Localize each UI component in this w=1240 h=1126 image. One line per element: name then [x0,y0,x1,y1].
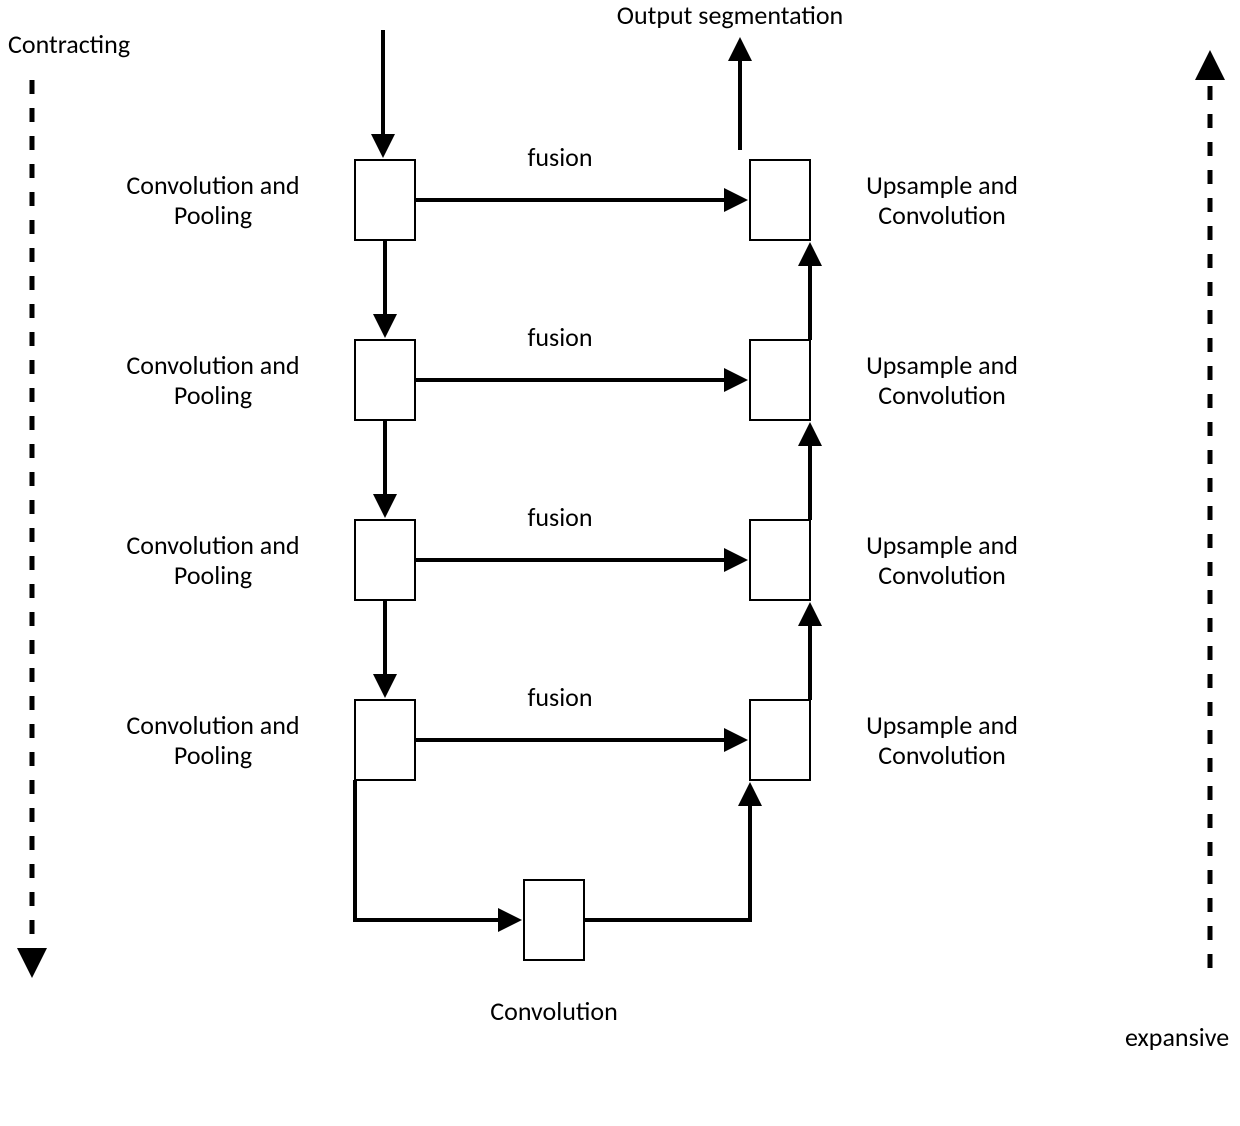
output-segmentation-label: Output segmentation [617,0,843,31]
left-label-3: Convolution andPooling [126,529,299,591]
bottom-conv-box [524,880,584,960]
left-box-1 [355,160,415,240]
right-label-3: Upsample andConvolution [866,529,1018,591]
left-box-4 [355,700,415,780]
left-label-4: Convolution andPooling [126,709,299,771]
left-label-2: Convolution andPooling [126,349,299,411]
right-box-1 [750,160,810,240]
fusion-label-4: fusion [527,681,592,713]
right-label-1: Upsample andConvolution [866,169,1018,231]
unet-diagram: Output segmentation Contracting expansive C… [0,0,1240,1126]
expansive-label: expansive [1125,1021,1229,1053]
left-box-2 [355,340,415,420]
right-label-2: Upsample andConvolution [866,349,1018,411]
contracting-label: Contracting [8,28,130,60]
bottom-left-path [355,780,514,920]
bottom-right-path [584,790,750,920]
left-label-1: Convolution andPooling [126,169,299,231]
left-box-3 [355,520,415,600]
right-box-2 [750,340,810,420]
right-box-4 [750,700,810,780]
fusion-label-2: fusion [527,321,592,353]
right-label-4: Upsample andConvolution [866,709,1018,771]
fusion-label-1: fusion [527,141,592,173]
right-box-3 [750,520,810,600]
fusion-label-3: fusion [527,501,592,533]
bottom-conv-label: Convolution [490,995,618,1027]
